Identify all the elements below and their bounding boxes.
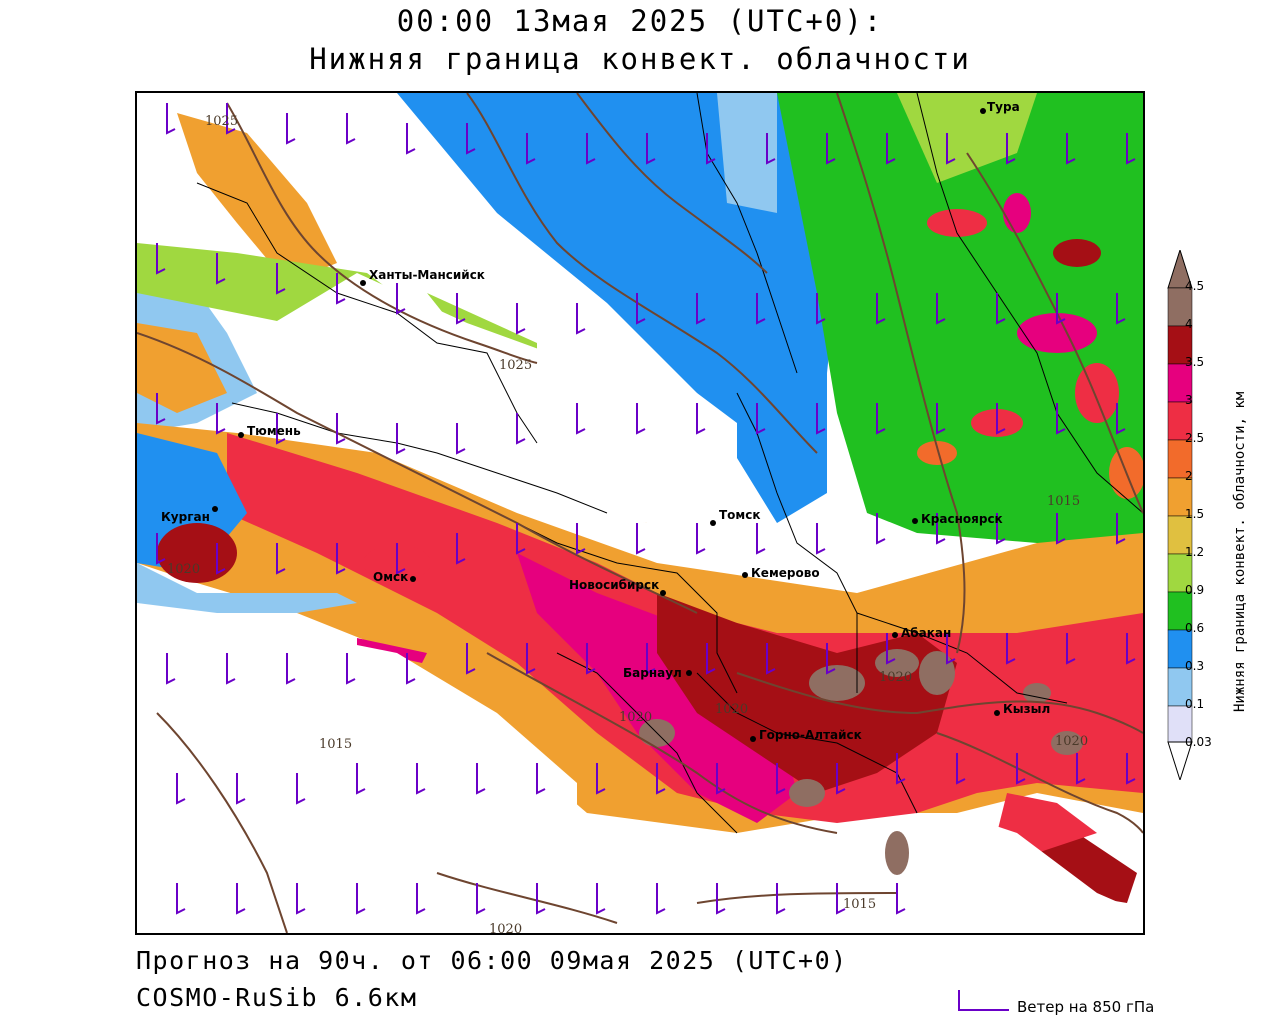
city-label: Тюмень: [247, 424, 301, 438]
field-orange-nw: [177, 113, 337, 283]
model-name: COSMO-RuSib 6.6км: [136, 983, 418, 1012]
city-krasnoyarsk: Красноярск: [912, 512, 1003, 526]
isobar-label: 1020: [619, 710, 652, 725]
field-darkred-altai: [657, 593, 957, 793]
colorbar-swatch: [1167, 553, 1193, 593]
city-barnaul: Барнаул: [623, 666, 692, 680]
isobar-label: 1020: [879, 670, 912, 685]
map-canvas: 1025 1025 1015 1020 1020 1020 1020 1020 …: [137, 93, 1143, 933]
colorbar-swatch: [1167, 287, 1193, 327]
city-omsk: Омск: [373, 570, 416, 584]
wind-barb-icon: [958, 990, 1009, 1011]
isobar-label: 1015: [1047, 494, 1080, 509]
map-subtitle: Нижняя граница конвект. облачности: [309, 42, 971, 76]
colorbar-swatch: [1167, 363, 1193, 403]
city-label: Ханты-Мансийск: [369, 268, 485, 282]
map-title: 00:00 13мая 2025 (UTC+0):: [396, 4, 884, 38]
field-white-central: [257, 273, 737, 533]
colorbar-swatch: [1167, 439, 1193, 479]
city-label: Омск: [373, 570, 408, 584]
city-label: Кызыл: [1003, 702, 1050, 716]
isobar-label: 1020: [1055, 734, 1088, 749]
colorbar-tick: 3.5: [1185, 355, 1205, 369]
city-label: Барнаул: [623, 666, 682, 680]
wind-barbs: [156, 103, 1136, 915]
field-light-blue-sw: [137, 563, 357, 613]
colorbar-tick: 2: [1185, 469, 1193, 483]
colorbar-tick: 3: [1185, 393, 1193, 407]
isobars: [137, 93, 1143, 933]
colorbar-tick: 0.9: [1185, 583, 1205, 597]
isobar-label: 1020: [167, 562, 200, 577]
forecast-map: 1025 1025 1015 1020 1020 1020 1020 1020 …: [135, 91, 1145, 935]
city-tomsk: Томск: [710, 508, 761, 526]
city-khanty-mansiysk: Ханты-Мансийск: [360, 268, 485, 286]
colorbar-tick: 0.6: [1185, 621, 1205, 635]
isobar-label: 1020: [715, 702, 748, 717]
colorbar-tick: 0.3: [1185, 659, 1205, 673]
city-label: Горно-Алтайск: [759, 728, 862, 742]
city-label: Красноярск: [921, 512, 1003, 526]
field-pink-band: [517, 553, 797, 823]
colorbar-tick: 4: [1185, 317, 1193, 331]
city-gorno-altaysk: Горно-Алтайск: [750, 728, 862, 742]
isobar-label: 1015: [843, 897, 876, 912]
city-label: Томск: [719, 508, 761, 522]
colorbar-swatch: [1167, 515, 1193, 555]
colorbar-swatch: [1167, 667, 1193, 707]
colorbar-tick: 4.5: [1185, 279, 1205, 293]
isobar-label: 1015: [319, 737, 352, 752]
city-kyzyl: Кызыл: [994, 702, 1050, 716]
city-label: Тура: [987, 100, 1020, 114]
field-cells-ne: [917, 193, 1143, 499]
field-light-green: [897, 93, 1037, 183]
city-kurgan: Курган: [161, 506, 218, 524]
city-label: Новосибирск: [569, 578, 659, 592]
isobar-label: 1020: [489, 922, 522, 933]
city-abakan: Абакан: [892, 626, 951, 640]
city-tura: Тура: [980, 100, 1020, 114]
city-label: Кемерово: [751, 566, 820, 580]
city-novosibirsk: Новосибирск: [569, 578, 666, 596]
field-orange-west: [137, 323, 227, 413]
colorbar-swatch: [1167, 705, 1193, 743]
colorbar-tick: 0.1: [1185, 697, 1205, 711]
colorbar-swatch: [1167, 477, 1193, 517]
colorbar-swatch: [1167, 591, 1193, 631]
field-pink-strip: [357, 638, 427, 663]
colorbar-tick: 2.5: [1185, 431, 1205, 445]
colorbar: [1167, 250, 1193, 780]
wind-legend-label: Ветер на 850 гПа: [1017, 998, 1155, 1016]
colorbar-tick: 1.2: [1185, 545, 1205, 559]
field-light-blue-north: [717, 93, 777, 213]
field-white-e: [917, 813, 1143, 933]
colorbar-bottom-arrow: [1167, 741, 1193, 780]
colorbar-swatch: [1167, 629, 1193, 669]
colorbar-tick: 1.5: [1185, 507, 1205, 521]
forecast-info: Прогноз на 90ч. от 06:00 09мая 2025 (UTC…: [136, 946, 848, 975]
isobar-label: 1025: [499, 358, 532, 373]
isobar-label: 1025: [205, 114, 238, 129]
city-tyumen: Тюмень: [238, 424, 301, 438]
wind-legend: Ветер на 850 гПа: [955, 988, 1215, 1016]
colorbar-swatch: [1167, 401, 1193, 441]
colorbar-label: Нижняя граница конвект. облачности, км: [1232, 391, 1248, 712]
field-green: [777, 93, 1143, 563]
city-label: Абакан: [901, 626, 951, 640]
colorbar-tick: 0.03: [1185, 735, 1212, 749]
city-label: Курган: [161, 510, 210, 524]
field-white-se: [577, 833, 897, 933]
city-kemerovo: Кемерово: [742, 566, 820, 580]
